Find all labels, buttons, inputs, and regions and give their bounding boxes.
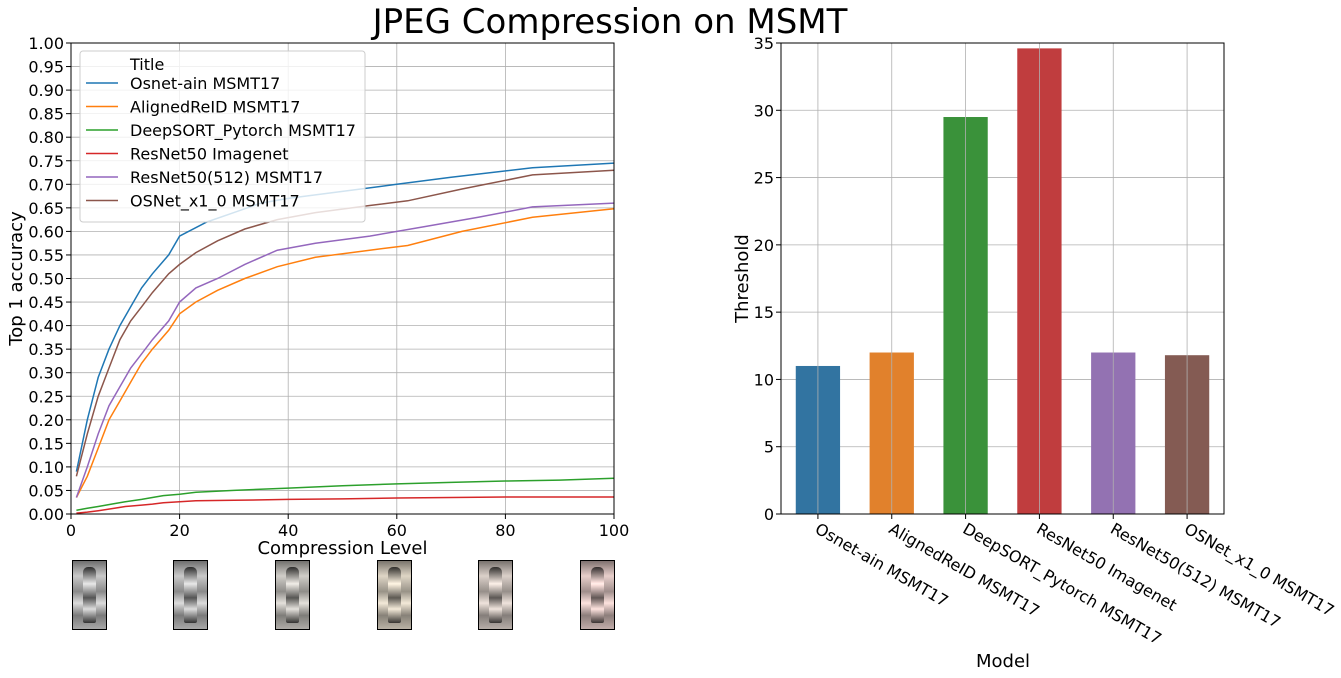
y-tick-label: 0.20 xyxy=(28,411,64,430)
y-tick-label: 0.15 xyxy=(28,434,64,453)
compression-sample-thumbnail xyxy=(72,560,107,630)
y-tick-label: 0 xyxy=(764,505,774,524)
legend-label-5: OSNet_x1_0 MSMT17 xyxy=(130,192,300,212)
y-tick-label: 0.90 xyxy=(28,81,64,100)
y-tick-label: 25 xyxy=(754,169,774,188)
person-figure xyxy=(489,567,502,623)
y-tick-label: 0.70 xyxy=(28,175,64,194)
y-tick-label: 5 xyxy=(764,438,774,457)
legend-label-1: AlignedReID MSMT17 xyxy=(130,98,300,117)
series-line-2 xyxy=(76,477,615,511)
person-figure xyxy=(591,567,604,623)
compression-sample-thumbnail xyxy=(478,560,513,630)
y-axis-label: Threshold xyxy=(732,234,753,324)
plot-frame xyxy=(780,42,1225,515)
x-tick-label: 40 xyxy=(278,521,298,540)
x-tick-label: Osnet-ain MSMT17 xyxy=(812,519,952,611)
x-tick-label: 20 xyxy=(169,521,189,540)
y-tick-label: 35 xyxy=(754,34,774,53)
compression-sample-thumbnail xyxy=(173,560,208,630)
y-tick-label: 0.00 xyxy=(28,505,64,524)
x-axis-label: Compression Level xyxy=(257,538,427,559)
sample-thumbnails xyxy=(0,560,700,632)
compression-sample-thumbnail xyxy=(377,560,412,630)
legend-label-3: ResNet50 Imagenet xyxy=(130,145,288,164)
y-tick-label: 0.45 xyxy=(28,293,64,312)
legend-label-4: ResNet50(512) MSMT17 xyxy=(130,168,323,187)
x-tick-label: 100 xyxy=(599,521,630,540)
person-figure xyxy=(83,567,96,623)
person-figure xyxy=(184,567,197,623)
legend-label-0: Osnet-ain MSMT17 xyxy=(130,74,280,93)
y-tick-label: 0.85 xyxy=(28,105,64,124)
legend-box xyxy=(79,50,366,223)
y-tick-label: 0.60 xyxy=(28,222,64,241)
y-tick-label: 0.65 xyxy=(28,199,64,218)
y-tick-label: 0.55 xyxy=(28,246,64,265)
person-figure xyxy=(286,567,299,623)
person-figure xyxy=(388,567,401,623)
y-tick-label: 0.40 xyxy=(28,317,64,336)
y-tick-label: 1.00 xyxy=(28,34,64,53)
legend-title: Title xyxy=(129,55,164,74)
y-tick-label: 15 xyxy=(754,303,774,322)
legend-label-2: DeepSORT_Pytorch MSMT17 xyxy=(130,121,356,141)
y-tick-label: 10 xyxy=(754,370,774,389)
y-tick-label: 20 xyxy=(754,236,774,255)
series-line-0 xyxy=(75,162,615,472)
compression-sample-thumbnail xyxy=(580,560,615,630)
x-tick-label: 0 xyxy=(66,521,76,540)
y-tick-label: 0.50 xyxy=(28,270,64,289)
series-line-5 xyxy=(75,169,615,477)
series-line-3 xyxy=(76,496,614,514)
y-tick-label: 0.75 xyxy=(28,152,64,171)
line-chart: 0.00 0.05 0.10 0.15 0.20 0.25 0.30 0.35 0.40 0.45… xyxy=(6,34,630,559)
series-line-1 xyxy=(75,208,615,498)
y-tick-label: 0.30 xyxy=(28,364,64,383)
y-axis-label: Top 1 accuracy xyxy=(6,211,27,347)
y-tick-label: 0.10 xyxy=(28,458,64,477)
series-line-4 xyxy=(75,202,615,498)
y-tick-label: 30 xyxy=(754,101,774,120)
y-tick-label: 0.05 xyxy=(28,481,64,500)
y-tick-label: 0.80 xyxy=(28,128,64,147)
compression-sample-thumbnail xyxy=(275,560,310,630)
x-axis-label: Model xyxy=(976,651,1030,672)
x-tick-label: 60 xyxy=(387,521,407,540)
figure-title: JPEG Compression on MSMT xyxy=(372,2,848,42)
x-tick-label: 80 xyxy=(495,521,515,540)
y-tick-label: 0.25 xyxy=(28,387,64,406)
y-tick-label: 0.95 xyxy=(28,58,64,77)
y-tick-label: 0.35 xyxy=(28,340,64,359)
